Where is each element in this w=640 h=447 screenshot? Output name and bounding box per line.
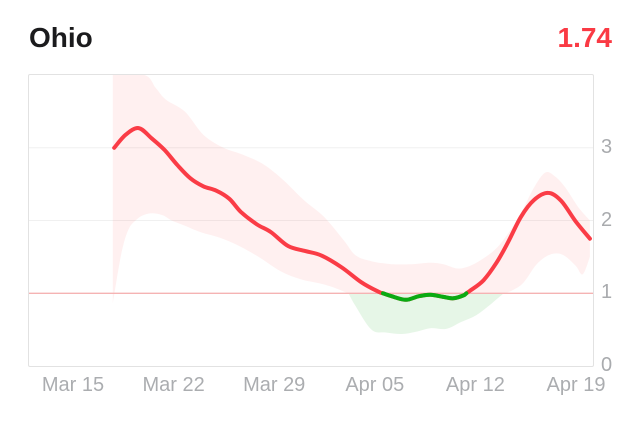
rt-mean-line-green: [381, 291, 469, 302]
y-tick-label: 2: [601, 208, 613, 231]
x-tick-label: Apr 12: [445, 374, 505, 396]
confidence-band-red: [112, 75, 590, 304]
x-tick-label: Mar 22: [142, 374, 205, 396]
x-tick-label: Apr 05: [345, 374, 405, 396]
rt-chart: [28, 74, 594, 367]
confidence-band-green: [348, 293, 504, 335]
state-name: Ohio: [29, 22, 93, 53]
x-tick-label: Mar 15: [41, 374, 105, 396]
y-tick-label: 3: [601, 135, 613, 158]
rt-line-chart: [29, 75, 593, 335]
y-tick-label: 0: [601, 354, 613, 376]
x-tick-label: Apr 19: [546, 374, 606, 396]
y-tick-label: 1: [601, 281, 613, 304]
x-tick-label: Mar 29: [243, 374, 306, 396]
rt-current-value: 1.74: [557, 22, 613, 53]
